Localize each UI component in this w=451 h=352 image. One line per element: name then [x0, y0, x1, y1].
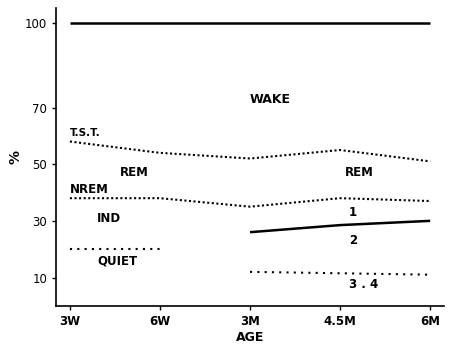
Text: 3 . 4: 3 . 4: [348, 278, 377, 291]
Text: WAKE: WAKE: [249, 93, 290, 106]
Text: REM: REM: [344, 166, 373, 179]
Text: QUIET: QUIET: [97, 254, 137, 267]
Text: T.S.T.: T.S.T.: [70, 128, 101, 138]
Text: REM: REM: [119, 166, 148, 179]
Y-axis label: %: %: [8, 150, 22, 164]
Text: IND: IND: [97, 212, 121, 225]
X-axis label: AGE: AGE: [235, 331, 264, 344]
Text: 2: 2: [348, 234, 356, 247]
Text: NREM: NREM: [70, 183, 109, 196]
Text: 1: 1: [348, 206, 356, 219]
